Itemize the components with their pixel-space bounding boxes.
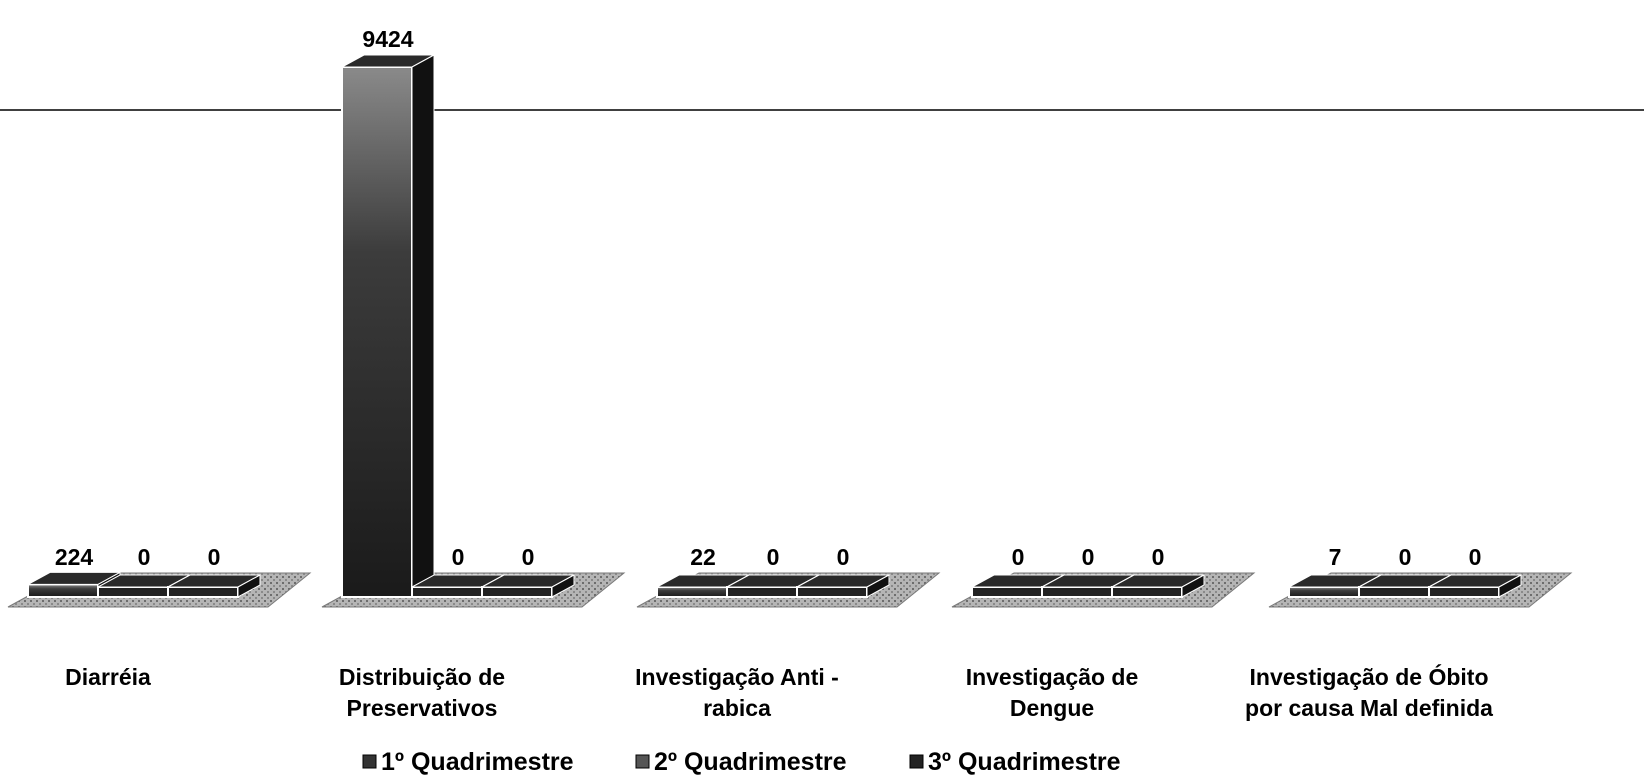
- category-label: Investigação de Óbito por causa Mal defin…: [1245, 663, 1493, 721]
- bar: [167, 574, 261, 598]
- legend-item: 3º Quadrimestre: [909, 748, 1121, 776]
- legend: 1º Quadrimestre 2º Quadrimestre 3º Quadrim…: [362, 748, 1121, 776]
- bar-front: [796, 586, 868, 598]
- bar-front: [1111, 586, 1183, 598]
- bar: [481, 574, 575, 598]
- data-label: 0: [1399, 544, 1412, 570]
- category-label: Diarréia: [65, 664, 151, 690]
- data-label: 0: [767, 544, 780, 570]
- bar-front: [656, 586, 728, 598]
- data-label: 22: [690, 544, 716, 570]
- data-label: 0: [522, 544, 535, 570]
- bar-front: [341, 66, 413, 598]
- legend-swatch: [362, 754, 377, 769]
- category-label: Investigação Anti -rabica: [635, 664, 839, 721]
- bar-side: [551, 574, 575, 598]
- bar-front: [1041, 586, 1113, 598]
- legend-item: 1º Quadrimestre: [362, 748, 574, 776]
- category-label: Investigação de Dengue: [966, 664, 1139, 721]
- bar-front: [27, 583, 99, 599]
- bar-front: [167, 586, 239, 598]
- bar-front: [1358, 586, 1430, 598]
- bar-front: [411, 586, 483, 598]
- bar-side: [237, 574, 261, 598]
- bar-side: [411, 54, 435, 598]
- category-label: Distribuição de Preservativos: [339, 664, 505, 721]
- data-label: 0: [837, 544, 850, 570]
- bar-front: [1428, 586, 1500, 598]
- data-label: 7: [1329, 544, 1342, 570]
- bar-side: [1498, 574, 1522, 598]
- data-label: 0: [1469, 544, 1482, 570]
- data-label: 9424: [362, 26, 413, 52]
- bar-front: [481, 586, 553, 598]
- legend-item: 2º Quadrimestre: [635, 748, 847, 776]
- data-label: 224: [55, 544, 94, 570]
- data-label: 0: [1082, 544, 1095, 570]
- data-label: 0: [208, 544, 221, 570]
- bar-side: [1181, 574, 1205, 598]
- bar-front: [97, 586, 169, 598]
- legend-label: 1º Quadrimestre: [381, 748, 574, 776]
- legend-label: 2º Quadrimestre: [654, 748, 847, 776]
- bar-side: [866, 574, 890, 598]
- legend-label: 3º Quadrimestre: [928, 748, 1121, 776]
- bar: [1428, 574, 1522, 598]
- bar: [1111, 574, 1205, 598]
- bar-front: [1288, 586, 1360, 598]
- bar-front: [726, 586, 798, 598]
- legend-swatch: [909, 754, 924, 769]
- data-label: 0: [452, 544, 465, 570]
- data-label: 0: [138, 544, 151, 570]
- bar-front: [971, 586, 1043, 598]
- data-label: 0: [1152, 544, 1165, 570]
- bar: [796, 574, 890, 598]
- data-label: 0: [1012, 544, 1025, 570]
- legend-swatch: [635, 754, 650, 769]
- bar: [341, 54, 435, 598]
